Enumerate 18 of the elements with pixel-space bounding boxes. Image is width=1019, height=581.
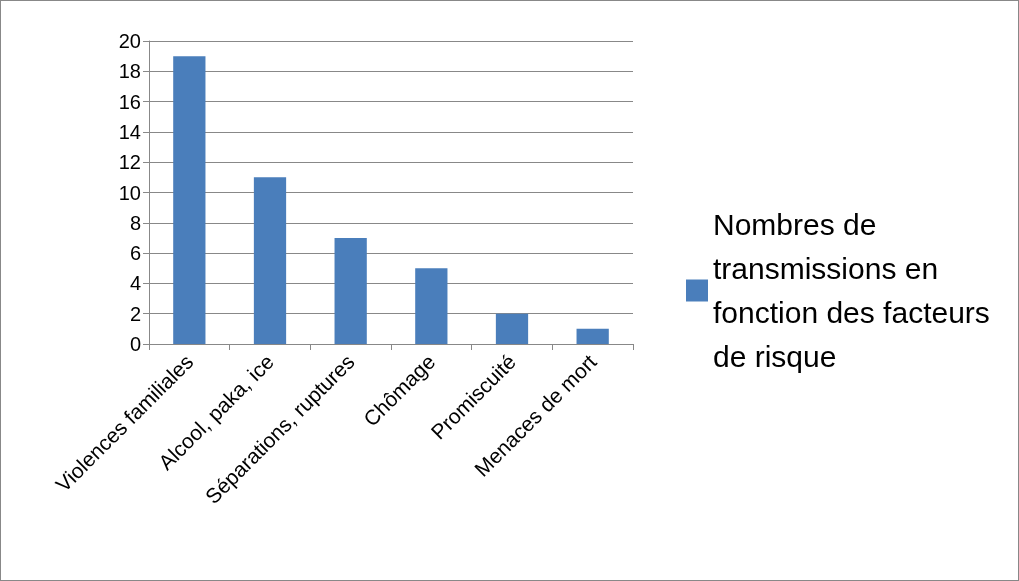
y-tick-label: 18 [118,60,141,83]
y-tick-label: 0 [129,333,141,355]
bar [173,56,206,344]
y-tick-label: 8 [129,211,141,234]
y-tick-label: 20 [118,30,141,52]
y-tick-label: 4 [129,272,141,295]
bar [253,177,287,344]
legend-label: Nombres de transmissions en fonction des facteurs de risque [713,208,999,373]
y-tick-label: 16 [118,90,141,113]
bar [495,313,529,344]
y-tick-label: 12 [118,151,141,174]
y-tick-label: 6 [129,242,141,265]
bar [334,237,367,344]
bar [576,328,609,344]
y-tick-label: 2 [129,302,141,325]
bar [415,268,448,344]
y-tick-label: 10 [118,181,141,204]
y-tick-label: 14 [118,120,141,143]
